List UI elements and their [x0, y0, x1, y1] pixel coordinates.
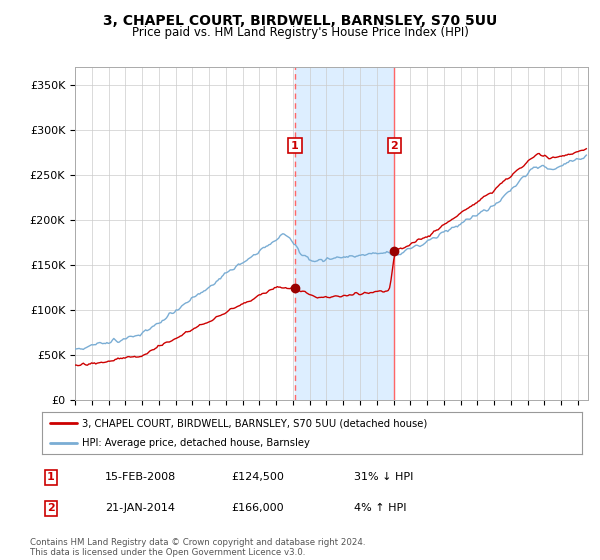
Text: £124,500: £124,500 — [231, 472, 284, 482]
Text: 4% ↑ HPI: 4% ↑ HPI — [354, 503, 407, 514]
Text: 1: 1 — [291, 141, 299, 151]
Text: 31% ↓ HPI: 31% ↓ HPI — [354, 472, 413, 482]
Text: Contains HM Land Registry data © Crown copyright and database right 2024.
This d: Contains HM Land Registry data © Crown c… — [30, 538, 365, 557]
Text: Price paid vs. HM Land Registry's House Price Index (HPI): Price paid vs. HM Land Registry's House … — [131, 26, 469, 39]
Text: 1: 1 — [47, 472, 55, 482]
Text: 2: 2 — [391, 141, 398, 151]
Text: 3, CHAPEL COURT, BIRDWELL, BARNSLEY, S70 5UU (detached house): 3, CHAPEL COURT, BIRDWELL, BARNSLEY, S70… — [83, 418, 428, 428]
Text: HPI: Average price, detached house, Barnsley: HPI: Average price, detached house, Barn… — [83, 438, 310, 448]
Text: 21-JAN-2014: 21-JAN-2014 — [105, 503, 175, 514]
Text: 2: 2 — [47, 503, 55, 514]
Text: 15-FEB-2008: 15-FEB-2008 — [105, 472, 176, 482]
Text: £166,000: £166,000 — [231, 503, 284, 514]
Bar — [578, 67, 588, 400]
Text: 3, CHAPEL COURT, BIRDWELL, BARNSLEY, S70 5UU: 3, CHAPEL COURT, BIRDWELL, BARNSLEY, S70… — [103, 14, 497, 28]
Bar — [295, 67, 394, 400]
